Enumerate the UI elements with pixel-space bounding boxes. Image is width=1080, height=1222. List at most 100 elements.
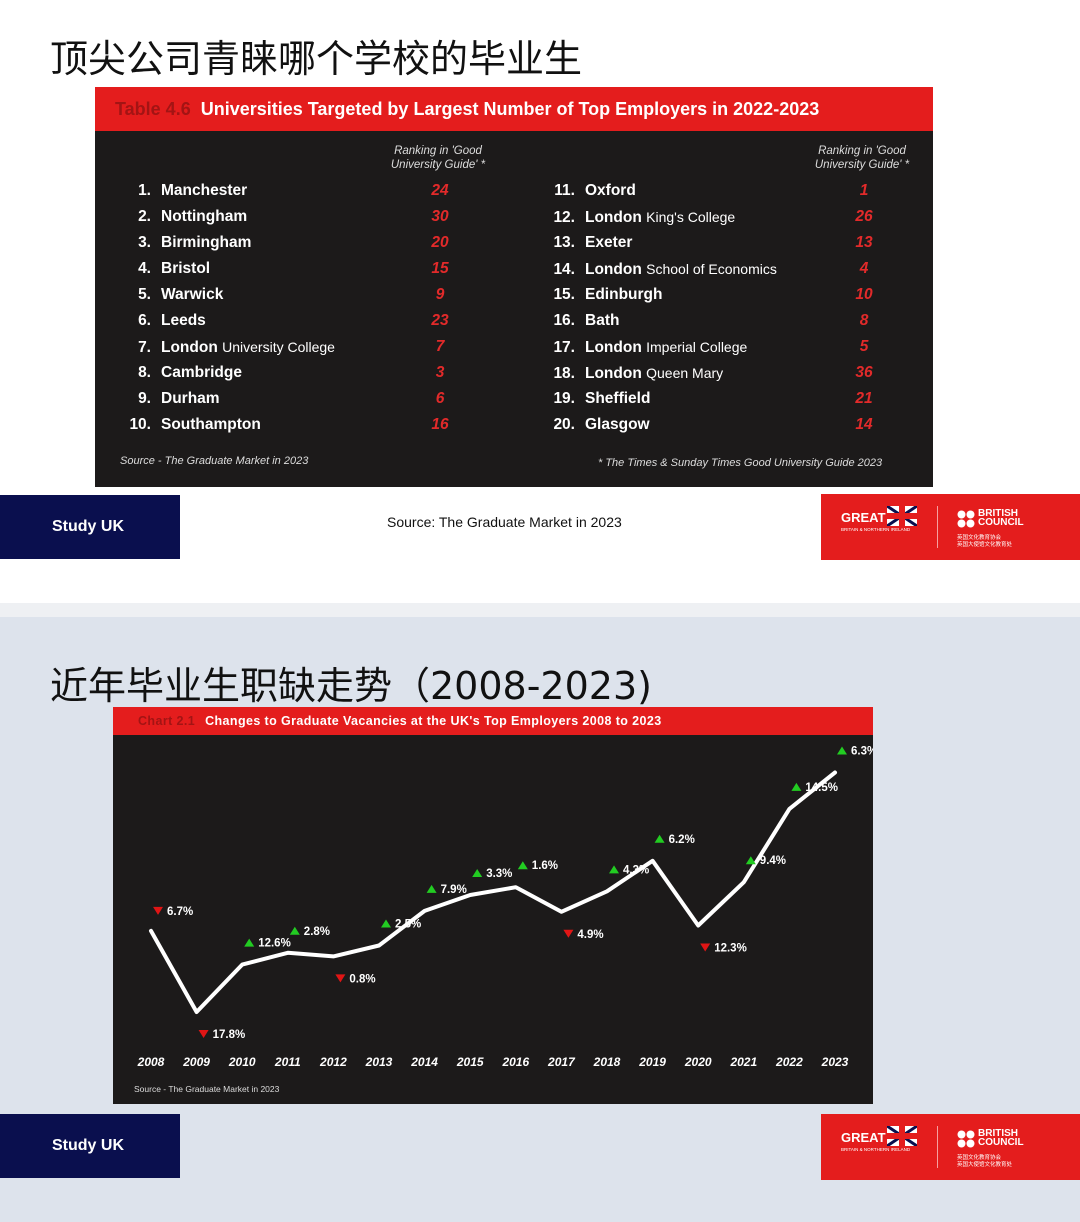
row-number: 9. [138, 390, 151, 407]
guide-ranking: 30 [431, 208, 449, 225]
x-tick-label: 2012 [319, 1055, 347, 1069]
guide-ranking: 13 [855, 234, 873, 251]
university-name: London [161, 339, 218, 356]
row-number: 4. [138, 260, 151, 277]
guide-ranking: 8 [859, 312, 869, 329]
table-row: 7. London University College [123, 334, 335, 360]
table-row: 2. Nottingham [123, 204, 247, 230]
university-name: Sheffield [585, 390, 651, 407]
slide-vacancies: 近年毕业生职缺走势（2008-2023) Chart 2.1 Changes to… [0, 617, 1080, 1222]
union-flag-icon [887, 506, 917, 526]
table-row: 16. Bath [547, 308, 619, 334]
british-council-name: BRITISH COUNCIL [978, 508, 1024, 528]
row-number: 7. [138, 339, 151, 356]
increase-arrow-icon [472, 868, 483, 877]
x-tick-label: 2018 [593, 1055, 621, 1069]
brand-divider [937, 506, 938, 548]
university-name: Nottingham [161, 208, 248, 225]
data-label: 17.8% [213, 1029, 246, 1041]
university-name: Durham [161, 390, 220, 407]
increase-arrow-icon [381, 919, 391, 928]
table-row: 9. Durham [123, 386, 220, 412]
row-number: 15. [553, 286, 575, 303]
study-uk-badge: Study UK [0, 1114, 180, 1178]
guide-ranking: 20 [431, 234, 449, 251]
universities-table-panel: Table 4.6 Universities Targeted by Larges… [95, 87, 933, 487]
x-tick-label: 2008 [137, 1055, 165, 1069]
slide-gap [0, 603, 1080, 617]
data-label: 7.9% [441, 884, 467, 896]
row-number: 19. [553, 390, 575, 407]
x-tick-label: 2020 [684, 1055, 712, 1069]
row-number: 2. [138, 208, 151, 225]
university-college: Imperial College [646, 339, 748, 355]
x-tick-label: 2011 [274, 1055, 301, 1069]
university-name: Oxford [585, 182, 636, 199]
chart-header: Chart 2.1 Changes to Graduate Vacancies a… [113, 707, 873, 735]
guide-ranking: 15 [431, 260, 449, 277]
guide-ranking: 4 [859, 260, 869, 277]
row-number: 6. [138, 312, 151, 329]
x-tick-label: 2015 [456, 1055, 484, 1069]
x-tick-label: 2021 [729, 1055, 757, 1069]
university-name: London [585, 209, 642, 226]
rank-column-header-left: Ranking in 'Good University Guide' * [390, 145, 486, 171]
x-tick-label: 2017 [547, 1055, 576, 1069]
row-number: 14. [553, 261, 575, 278]
university-college: Queen Mary [646, 365, 724, 381]
british-council-logo-icon [957, 1130, 975, 1148]
data-label: 6.2% [669, 834, 695, 846]
rank-column-header-right: Ranking in 'Good University Guide' * [814, 145, 910, 171]
guide-ranking: 5 [859, 338, 869, 355]
table-row: 12. London King's College [547, 204, 735, 230]
table-row: 19. Sheffield [547, 386, 650, 412]
data-label: 6.3% [851, 745, 873, 757]
table-row: 15. Edinburgh [547, 282, 662, 308]
row-number: 1. [138, 182, 151, 199]
university-name: Southampton [161, 416, 261, 433]
row-number: 13. [553, 234, 575, 251]
table-row: 8. Cambridge [123, 360, 242, 386]
british-council-chinese-name: 英国文化教育协会 英国大使馆文化教育处 [957, 1155, 1013, 1168]
university-name: London [585, 365, 642, 382]
decrease-arrow-icon [198, 1029, 209, 1038]
british-council-logo-icon [957, 510, 975, 528]
guide-ranking: 7 [435, 338, 445, 355]
data-label: 9.4% [760, 855, 786, 867]
row-number: 11. [554, 182, 575, 199]
brand-divider [937, 1126, 938, 1168]
x-tick-label: 2022 [775, 1055, 803, 1069]
increase-arrow-icon [426, 884, 437, 893]
table-tag: Table 4.6 [115, 99, 191, 119]
guide-ranking: 9 [435, 286, 445, 303]
data-label: 2.8% [304, 926, 330, 938]
british-council-name: BRITISH COUNCIL [978, 1128, 1024, 1148]
table-row: 3. Birmingham [123, 230, 251, 256]
university-name: Bristol [161, 260, 211, 277]
brand-bar: GREAT BRITAIN & NORTHERN IRELAND BRITISH… [821, 1114, 1080, 1180]
vacancies-line-chart: 6.7% 17.8% 12.6% 2.8% 0.8% 2.5% 7.9% 3.3% 1.6% 4.… [134, 745, 873, 1094]
vacancies-chart-panel: Chart 2.1 Changes to Graduate Vacancies a… [113, 707, 873, 1104]
increase-arrow-icon [609, 865, 619, 874]
row-number: 10. [129, 416, 151, 433]
great-subtitle: BRITAIN & NORTHERN IRELAND [841, 1147, 911, 1152]
university-name: Bath [585, 312, 620, 329]
table-row: 14. London School of Economics [547, 256, 777, 282]
decrease-arrow-icon [563, 929, 574, 938]
union-flag-icon [887, 1126, 917, 1146]
chart-tag: Chart 2.1 [138, 714, 196, 728]
table-heading: Universities Targeted by Largest Number … [200, 99, 820, 119]
increase-arrow-icon [745, 856, 756, 865]
university-college: School of Economics [646, 261, 777, 277]
row-number: 5. [138, 286, 151, 303]
data-label: 6.7% [167, 906, 193, 918]
university-name: London [585, 339, 642, 356]
table-row: 13. Exeter [547, 230, 632, 256]
guide-ranking: 16 [431, 416, 449, 433]
increase-arrow-icon [791, 782, 802, 791]
data-label: 4.3% [623, 864, 649, 876]
guide-ranking: 3 [435, 364, 445, 381]
increase-arrow-icon [244, 938, 255, 947]
decrease-arrow-icon [153, 906, 163, 915]
slide-universities: 顶尖公司青睐哪个学校的毕业生 Table 4.6 Universities Tar… [0, 0, 1080, 603]
